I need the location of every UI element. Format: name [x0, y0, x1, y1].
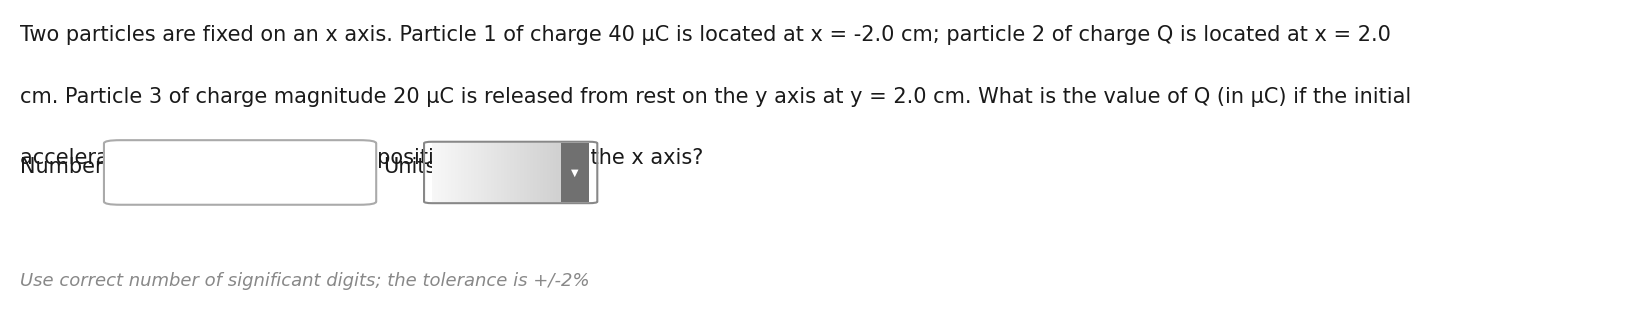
Text: acceleration of particle 3 is in the positive direction of the x axis?: acceleration of particle 3 is in the pos…	[20, 148, 703, 168]
Text: Use correct number of significant digits; the tolerance is +/-2%: Use correct number of significant digits…	[20, 272, 589, 290]
Text: ▼: ▼	[571, 168, 579, 177]
FancyBboxPatch shape	[104, 140, 376, 205]
Text: cm. Particle 3 of charge magnitude 20 μC is released from rest on the y axis at : cm. Particle 3 of charge magnitude 20 μC…	[20, 87, 1411, 106]
Text: Number: Number	[20, 157, 104, 177]
Text: Two particles are fixed on an x axis. Particle 1 of charge 40 μC is located at x: Two particles are fixed on an x axis. Pa…	[20, 25, 1391, 45]
FancyBboxPatch shape	[561, 143, 589, 202]
Text: Units: Units	[383, 157, 436, 177]
